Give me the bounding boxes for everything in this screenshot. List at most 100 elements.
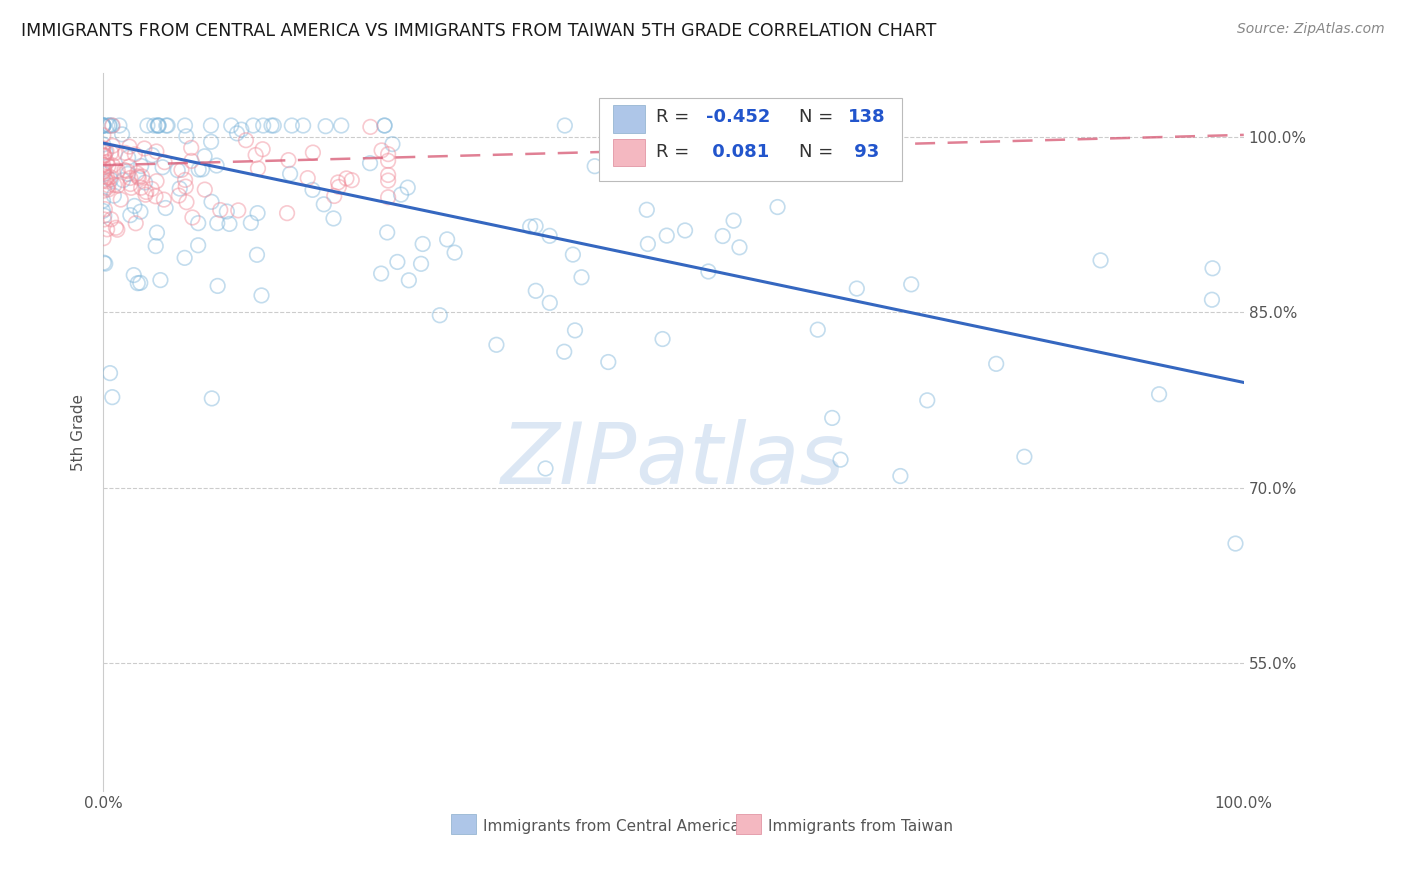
Point — [155, 119, 177, 133]
Point — [845, 281, 868, 295]
Point — [91, 174, 114, 188]
Text: -0.452: -0.452 — [706, 108, 770, 126]
Point — [91, 119, 114, 133]
Point — [180, 141, 202, 155]
Point — [409, 257, 432, 271]
Point — [235, 133, 257, 147]
Point — [91, 141, 114, 155]
Point — [226, 126, 249, 140]
Point — [93, 119, 115, 133]
Point — [673, 223, 696, 237]
Point — [104, 220, 127, 235]
Point — [108, 119, 131, 133]
Point — [146, 119, 169, 133]
Point — [93, 256, 115, 270]
Point — [174, 119, 197, 133]
Point — [377, 153, 399, 168]
Point — [277, 153, 299, 167]
Point — [91, 119, 114, 133]
Point — [330, 119, 353, 133]
Point — [174, 179, 197, 194]
Point — [1201, 261, 1223, 276]
Point — [122, 268, 145, 282]
Point — [141, 148, 163, 162]
Point — [93, 148, 115, 162]
Point — [1090, 253, 1112, 268]
Point — [377, 173, 399, 187]
Point — [370, 144, 392, 158]
Point — [96, 145, 118, 159]
Point — [96, 174, 118, 188]
Point — [215, 204, 238, 219]
Point — [91, 144, 114, 158]
Point — [96, 222, 118, 236]
Point — [93, 162, 115, 177]
Point — [94, 202, 117, 216]
FancyBboxPatch shape — [599, 98, 901, 181]
Point — [134, 187, 156, 202]
Text: 138: 138 — [848, 108, 886, 126]
Point — [377, 168, 399, 182]
Point — [170, 162, 193, 177]
Text: IMMIGRANTS FROM CENTRAL AMERICA VS IMMIGRANTS FROM TAIWAN 5TH GRADE CORRELATION : IMMIGRANTS FROM CENTRAL AMERICA VS IMMIG… — [21, 22, 936, 40]
Point — [96, 119, 118, 133]
Point — [110, 193, 132, 207]
Point — [276, 206, 298, 220]
Point — [100, 212, 122, 227]
Point — [281, 119, 304, 133]
Point — [97, 182, 120, 196]
Text: 0.081: 0.081 — [706, 143, 769, 161]
Point — [200, 194, 222, 209]
Bar — [737, 814, 761, 834]
Point — [636, 202, 658, 217]
Point — [396, 180, 419, 194]
Point — [697, 264, 720, 278]
Point — [226, 203, 249, 218]
Point — [583, 159, 606, 173]
Point — [145, 239, 167, 253]
Point — [118, 160, 141, 174]
Point — [246, 161, 269, 176]
Point — [326, 176, 349, 190]
Point — [117, 151, 139, 165]
Point — [145, 174, 167, 188]
Point — [889, 469, 911, 483]
Point — [94, 172, 117, 186]
Point — [173, 251, 195, 265]
Point — [723, 213, 745, 227]
Point — [187, 238, 209, 252]
Point — [98, 119, 121, 133]
Text: Source: ZipAtlas.com: Source: ZipAtlas.com — [1237, 22, 1385, 37]
Point — [260, 119, 283, 133]
Point — [96, 180, 118, 194]
Point — [323, 189, 346, 203]
Point — [278, 167, 301, 181]
Point — [101, 139, 124, 153]
Point — [250, 288, 273, 302]
Point — [218, 217, 240, 231]
Point — [598, 355, 620, 369]
Point — [194, 149, 217, 163]
Point — [141, 182, 163, 196]
Point — [335, 171, 357, 186]
Point — [129, 204, 152, 219]
Y-axis label: 5th Grade: 5th Grade — [72, 393, 86, 471]
Point — [93, 149, 115, 163]
Point — [93, 209, 115, 223]
Point — [377, 147, 399, 161]
Point — [114, 145, 136, 160]
Point — [124, 147, 146, 161]
Point — [312, 197, 335, 211]
Point — [112, 173, 135, 187]
Point — [93, 119, 115, 133]
Point — [381, 137, 404, 152]
Point — [485, 338, 508, 352]
Point — [107, 178, 129, 193]
Point — [103, 188, 125, 202]
Point — [231, 122, 253, 136]
Point — [1147, 387, 1170, 401]
Point — [149, 273, 172, 287]
Point — [436, 232, 458, 246]
Point — [245, 148, 267, 162]
Point — [239, 216, 262, 230]
